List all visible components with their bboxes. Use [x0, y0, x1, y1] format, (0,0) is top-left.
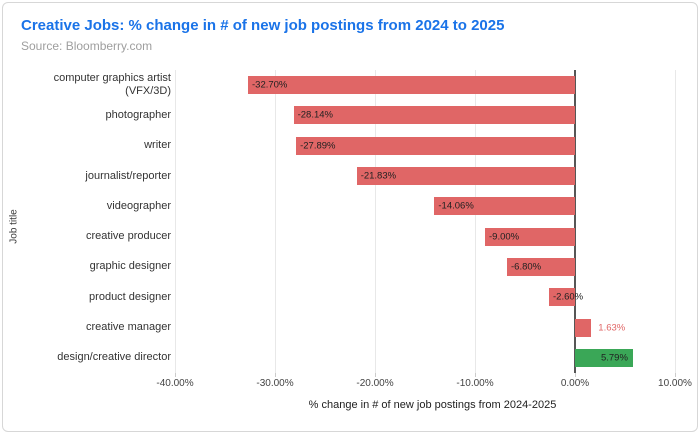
x-axis-tickmark — [575, 373, 576, 377]
gridline — [175, 70, 176, 373]
chart-title: Creative Jobs: % change in # of new job … — [21, 17, 505, 34]
category-axis-labels: computer graphics artist (VFX/3D) photogr… — [40, 70, 171, 373]
category-label: design/creative director — [57, 351, 171, 364]
bar-positive — [575, 318, 592, 337]
bar-value-label: 5.79% — [600, 352, 628, 364]
bar-row: 1.63% — [175, 312, 690, 342]
bar-value-label: 1.63% — [598, 322, 626, 334]
bar-negative: -14.06% — [434, 197, 575, 216]
x-tick-label: -30.00% — [256, 378, 294, 389]
category-label: creative producer — [86, 230, 171, 243]
x-tick-label: -10.00% — [456, 378, 494, 389]
bar-row: -2.60% — [175, 282, 690, 312]
bar-negative: -9.00% — [485, 227, 575, 246]
x-tick-label: -40.00% — [156, 378, 194, 389]
bar-value-label: -32.70% — [252, 79, 288, 91]
bar-value-label: -28.14% — [297, 109, 333, 121]
category-label: photographer — [105, 108, 171, 121]
gridline — [374, 70, 376, 373]
chart-source: Source: Bloomberry.com — [21, 39, 153, 53]
category-label: journalist/reporter — [85, 169, 171, 182]
bar-row: 5.79% — [175, 343, 690, 373]
gridline — [475, 70, 476, 373]
category-label: graphic designer — [89, 260, 171, 273]
x-axis-title: % change in # of new job postings from 2… — [308, 399, 557, 411]
bar-negative: -21.83% — [356, 167, 575, 186]
x-axis-tickmark — [475, 373, 476, 377]
bar-value-label: -9.00% — [489, 231, 520, 243]
bar-value-label: -14.06% — [438, 200, 474, 212]
gridline — [675, 70, 676, 373]
x-axis-tickmark — [274, 373, 276, 377]
bar-row: -6.80% — [175, 252, 690, 282]
bar-row: -9.00% — [175, 221, 690, 251]
x-tick-label: 10.00% — [658, 378, 692, 389]
category-label: writer — [144, 139, 171, 152]
bar-positive: 5.79% — [575, 348, 633, 367]
x-axis-tickmark — [374, 373, 376, 377]
category-label: creative manager — [86, 321, 171, 334]
category-label: videographer — [106, 199, 171, 212]
bar-value-label: -27.89% — [300, 140, 336, 152]
bar-row: -21.83% — [175, 161, 690, 191]
zero-axis-line — [574, 70, 576, 373]
bar-value-label: -2.60% — [553, 291, 584, 303]
bar-negative: -28.14% — [293, 106, 575, 125]
bar-negative: -32.70% — [248, 76, 575, 95]
bar-negative: -27.89% — [296, 136, 575, 155]
bar-row: -27.89% — [175, 131, 690, 161]
x-axis-tickmark — [175, 373, 176, 377]
bar-row: -14.06% — [175, 191, 690, 221]
bar-negative: -6.80% — [507, 257, 575, 276]
category-label: computer graphics artist (VFX/3D) — [53, 72, 171, 98]
bar-row: -28.14% — [175, 100, 690, 130]
x-tick-label: -20.00% — [356, 378, 394, 389]
bar-row: -32.70% — [175, 70, 690, 100]
gridline — [274, 70, 276, 373]
x-axis-tickmark — [675, 373, 676, 377]
bar-negative: -2.60% — [549, 288, 583, 307]
x-tick-label: 0.00% — [560, 378, 590, 389]
bar-value-label: -21.83% — [360, 170, 397, 182]
bar-rows: -32.70% -28.14% -27.89% -21.83% -14.06% -9.00… — [175, 70, 690, 373]
bar-value-label: -6.80% — [511, 261, 542, 273]
x-axis-tick-labels: -40.00% -30.00% -20.00% -10.00% 0.00% 10.00% — [156, 378, 692, 390]
plot-area: -32.70% -28.14% -27.89% -21.83% -14.06% -9.00… — [175, 70, 690, 373]
category-label: product designer — [89, 290, 171, 303]
y-axis-title: Job title — [8, 209, 20, 244]
x-axis-tickmarks — [175, 373, 690, 377]
